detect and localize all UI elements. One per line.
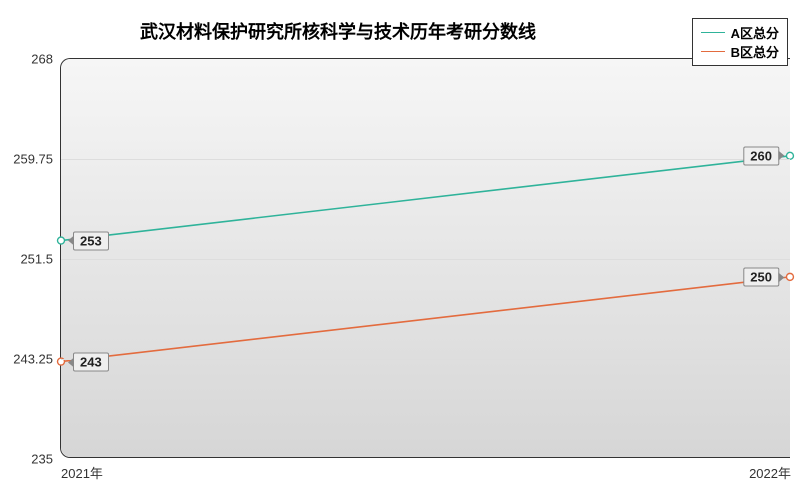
y-tick-label: 251.5 [20,252,61,267]
y-tick-label: 243.25 [13,352,61,367]
data-point [786,273,793,280]
plot-area: 235243.25251.5259.752682021年2022年2532602… [60,58,790,458]
gridline [61,359,790,360]
data-point [58,237,65,244]
legend-item: A区总分 [701,23,779,42]
value-label: 243 [73,353,109,372]
value-label: 253 [73,231,109,250]
legend-swatch [701,32,725,34]
value-label: 260 [743,146,779,165]
series-line [61,277,790,362]
gridline [61,159,790,160]
legend-item: B区总分 [701,42,779,61]
y-tick-label: 235 [31,452,61,467]
gridline [61,259,790,260]
y-tick-label: 268 [31,52,61,67]
chart-title: 武汉材料保护研究所核科学与技术历年考研分数线 [140,18,536,44]
legend-label: B区总分 [731,42,779,61]
legend-label: A区总分 [731,23,779,42]
x-tick-label: 2021年 [61,457,103,482]
legend: A区总分B区总分 [692,18,788,66]
series-line [61,156,790,241]
line-chart: 武汉材料保护研究所核科学与技术历年考研分数线 235 243.25 251.5 259… [0,0,800,500]
value-label: 250 [743,268,779,287]
x-tick-label: 2022年 [749,457,791,482]
y-tick-label: 259.75 [13,152,61,167]
legend-swatch [701,51,725,53]
